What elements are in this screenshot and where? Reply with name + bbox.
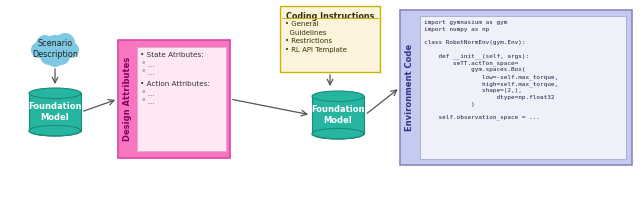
Text: import gymnasium as gym
import numpy as np

class RobotNormEnv(gym.Env):

    de: import gymnasium as gym import numpy as … — [424, 20, 558, 120]
Circle shape — [63, 42, 79, 58]
Ellipse shape — [29, 125, 81, 136]
FancyBboxPatch shape — [312, 96, 364, 134]
Circle shape — [36, 35, 54, 53]
Text: ° ...: ° ... — [142, 62, 154, 68]
Ellipse shape — [29, 88, 81, 99]
Text: Foundation
Model: Foundation Model — [311, 105, 365, 125]
Ellipse shape — [312, 91, 364, 102]
Circle shape — [42, 35, 68, 61]
Text: • Action Attributes:: • Action Attributes: — [140, 81, 210, 87]
FancyBboxPatch shape — [280, 6, 380, 72]
Text: ° ...: ° ... — [142, 99, 154, 105]
Text: Design Attributes: Design Attributes — [122, 57, 131, 141]
Text: Environment Code: Environment Code — [406, 44, 415, 131]
Text: Scenario
Description: Scenario Description — [32, 39, 78, 59]
FancyBboxPatch shape — [137, 47, 226, 151]
Text: ° ...: ° ... — [142, 70, 154, 76]
Text: • General
  Guidelines
• Restrictions
• RL API Template: • General Guidelines • Restrictions • RL… — [285, 21, 347, 53]
FancyBboxPatch shape — [400, 10, 632, 165]
Text: Coding Instructions: Coding Instructions — [286, 12, 374, 21]
Circle shape — [40, 47, 58, 65]
Text: • State Atributes:: • State Atributes: — [140, 52, 204, 58]
FancyBboxPatch shape — [420, 16, 626, 159]
Text: ° ...: ° ... — [142, 91, 154, 97]
Circle shape — [55, 33, 75, 53]
Ellipse shape — [312, 128, 364, 139]
FancyBboxPatch shape — [118, 40, 230, 158]
FancyBboxPatch shape — [29, 93, 81, 131]
Circle shape — [31, 42, 47, 58]
Circle shape — [52, 47, 70, 65]
Text: Foundation
Model: Foundation Model — [28, 102, 82, 122]
Circle shape — [47, 51, 63, 67]
